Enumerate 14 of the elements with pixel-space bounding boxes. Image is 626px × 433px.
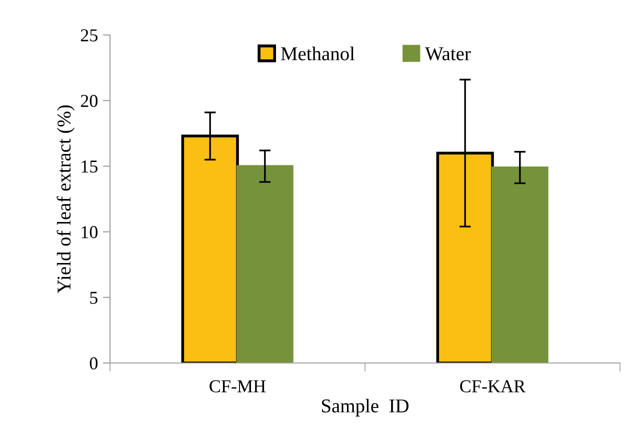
legend-label: Water (425, 47, 471, 60)
x-tick-label: CF-MH (210, 380, 266, 392)
y-tick-label: 25 (80, 29, 98, 42)
x-axis-title: Sample ID (322, 398, 409, 416)
x-tick-label: CF-KAR (460, 380, 526, 392)
y-axis-title: Yield of leaf extract (%) (56, 105, 75, 294)
y-tick-label: 5 (90, 292, 98, 304)
y-tick-label: 10 (82, 226, 98, 238)
legend-label: Methanol (281, 46, 355, 60)
y-tick-label: 20 (80, 94, 98, 108)
y-tick-label: 15 (82, 160, 98, 173)
bar (236, 165, 294, 363)
bar (491, 166, 548, 363)
y-tick-label: 0 (90, 357, 98, 370)
